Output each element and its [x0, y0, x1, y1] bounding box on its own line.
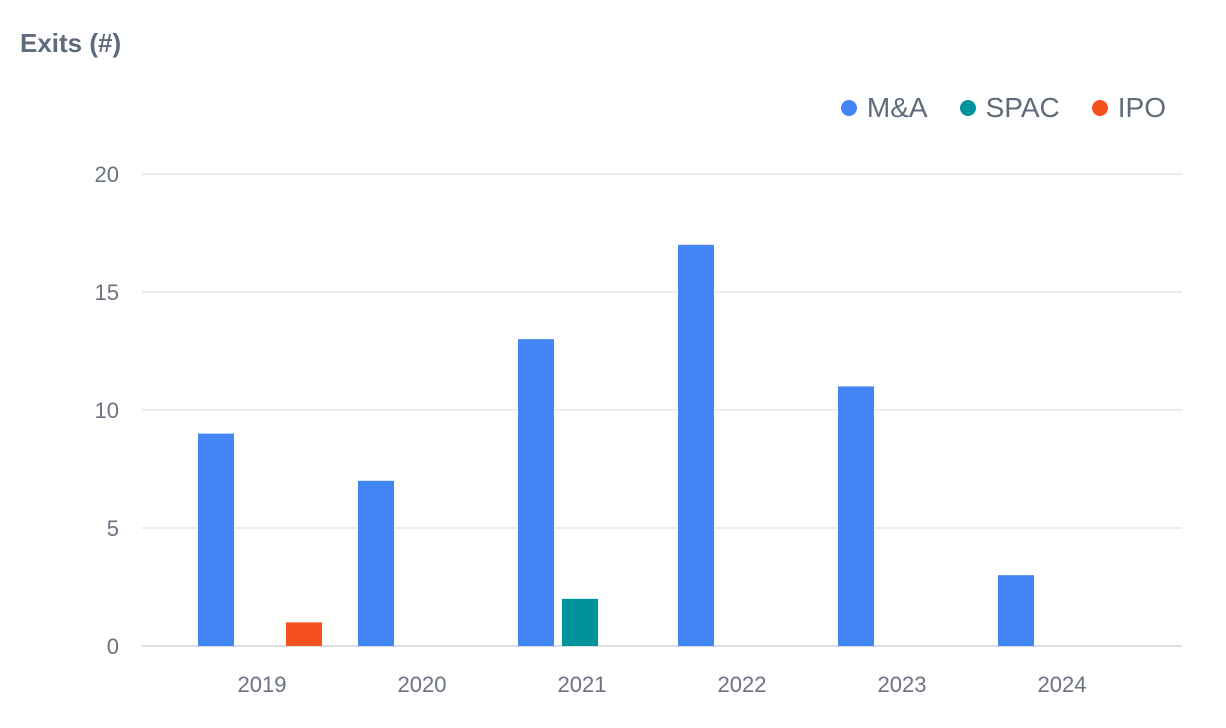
- legend-label-ipo: IPO: [1117, 92, 1166, 123]
- legend-label-ma: M&A: [866, 92, 928, 123]
- y-tick-label: 0: [107, 634, 119, 659]
- x-tick-label: 2020: [398, 672, 447, 697]
- y-tick-label: 5: [107, 516, 119, 541]
- x-tick-label: 2022: [718, 672, 767, 697]
- legend-label-spac: SPAC: [985, 92, 1060, 123]
- bar-ma-2021[interactable]: [518, 339, 554, 646]
- chart-title: Exits (#): [20, 28, 122, 58]
- legend-dot-ipo: [1091, 100, 1108, 116]
- bar-ma-2020[interactable]: [358, 480, 394, 646]
- bar-ma-2024[interactable]: [998, 575, 1034, 646]
- x-tick-label: 2021: [558, 672, 607, 697]
- bar-spac-2021[interactable]: [562, 598, 598, 646]
- x-tick-label: 2019: [238, 672, 287, 697]
- bar-ma-2022[interactable]: [678, 244, 714, 647]
- x-tick-label: 2024: [1038, 672, 1087, 697]
- legend-item-ma[interactable]: M&A: [840, 92, 928, 124]
- bar-ma-2023[interactable]: [838, 386, 874, 646]
- y-tick-label: 20: [95, 162, 119, 187]
- bar-ma-2019[interactable]: [198, 433, 234, 646]
- legend-item-spac[interactable]: SPAC: [959, 92, 1060, 124]
- legend-item-ipo[interactable]: IPO: [1091, 92, 1166, 124]
- legend-dot-spac: [959, 100, 976, 116]
- x-tick-label: 2023: [878, 672, 927, 697]
- legend: M&A SPAC IPO: [840, 92, 1166, 124]
- y-tick-label: 15: [95, 280, 119, 305]
- bar-ipo-2019[interactable]: [286, 622, 322, 646]
- legend-dot-ma: [840, 100, 857, 116]
- y-tick-label: 10: [95, 398, 119, 423]
